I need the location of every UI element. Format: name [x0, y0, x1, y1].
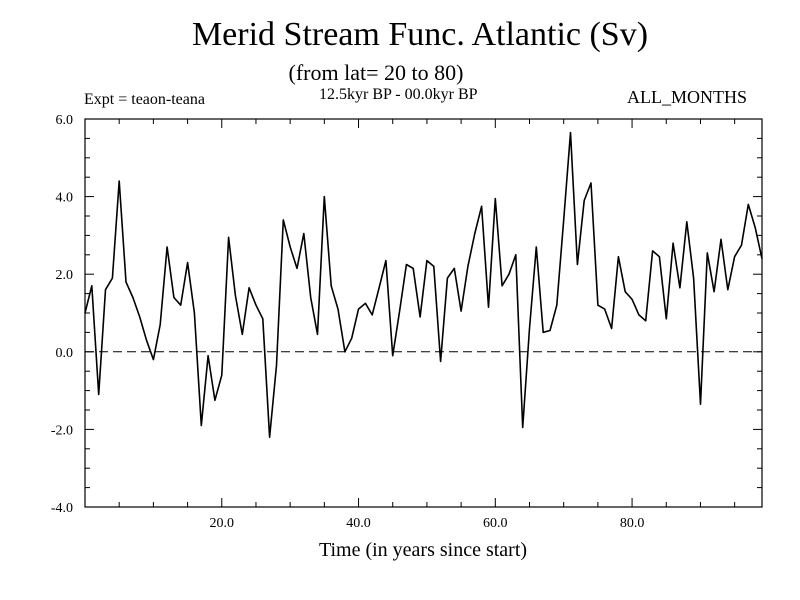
y-tick-label: 6.0 — [56, 113, 74, 128]
y-tick-label: 4.0 — [56, 191, 74, 206]
period-annotation: 12.5kyr BP - 00.0kyr BP — [319, 86, 478, 103]
y-tick-label: 0.0 — [56, 346, 74, 361]
x-tick-label: 80.0 — [620, 516, 645, 531]
x-tick-label: 60.0 — [483, 516, 508, 531]
series-line — [84, 131, 763, 439]
x-tick-label: 40.0 — [346, 516, 371, 531]
y-tick-label: 2.0 — [56, 268, 74, 283]
y-tick-label: -2.0 — [51, 423, 73, 438]
y-tick-label: -4.0 — [51, 501, 73, 516]
chart-title: Merid Stream Func. Atlantic (Sv) — [191, 16, 649, 53]
experiment-annotation: Expt = teaon-teana — [84, 91, 205, 108]
x-tick-label: 20.0 — [210, 516, 235, 531]
months-annotation: ALL_MONTHS — [627, 87, 747, 107]
x-axis-label: Time (in years since start) — [318, 539, 528, 561]
plot-frame — [84, 118, 763, 508]
chart-subtitle: (from lat= 20 to 80) — [288, 60, 464, 85]
